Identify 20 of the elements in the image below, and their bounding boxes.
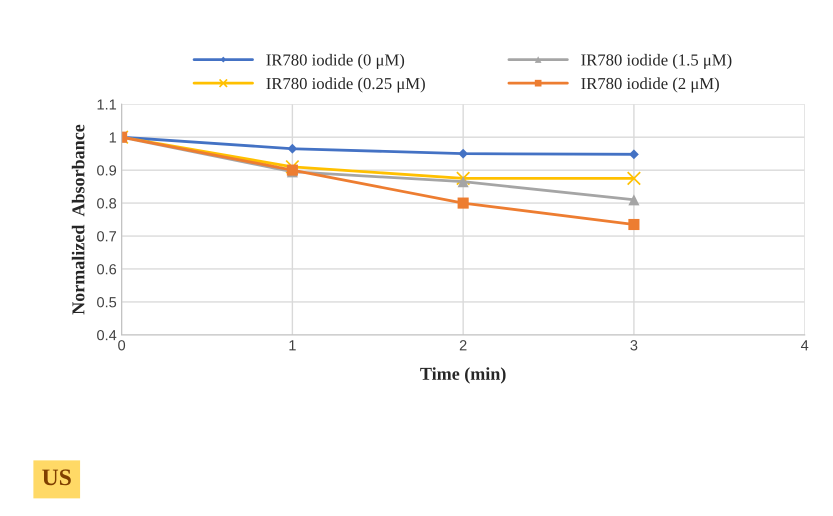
x-tick-label: 2: [460, 340, 466, 350]
x-tick-label: 0: [118, 340, 126, 350]
y-tick-label: 0.6: [97, 264, 116, 274]
y-tick-label: 0.4: [97, 330, 116, 340]
x-tick-label: 3: [630, 340, 638, 350]
y-tick-label: 0.5: [97, 297, 116, 308]
x-tick-label: 1: [289, 340, 296, 350]
y-axis-title: Normalized Absorbance: [72, 124, 84, 314]
y-tick-label: 1: [110, 132, 116, 142]
x-axis-title: Time (min): [420, 367, 506, 384]
text: US: [42, 469, 71, 486]
y-tick-label: 0.8: [97, 198, 116, 209]
legend-label: IR780 iodide (2 μM): [581, 77, 719, 93]
legend-label: IR780 iodide (0.25 μM): [266, 77, 425, 93]
y-tick-label: 1.1: [98, 99, 116, 110]
y-tick-label: 0.9: [97, 165, 116, 176]
y-tick-label: 0.7: [97, 231, 116, 242]
legend-label: IR780 iodide (1.5 μM): [581, 54, 732, 69]
x-tick-label: 4: [800, 340, 808, 350]
legend-label: IR780 iodide (0 μM): [266, 54, 404, 69]
